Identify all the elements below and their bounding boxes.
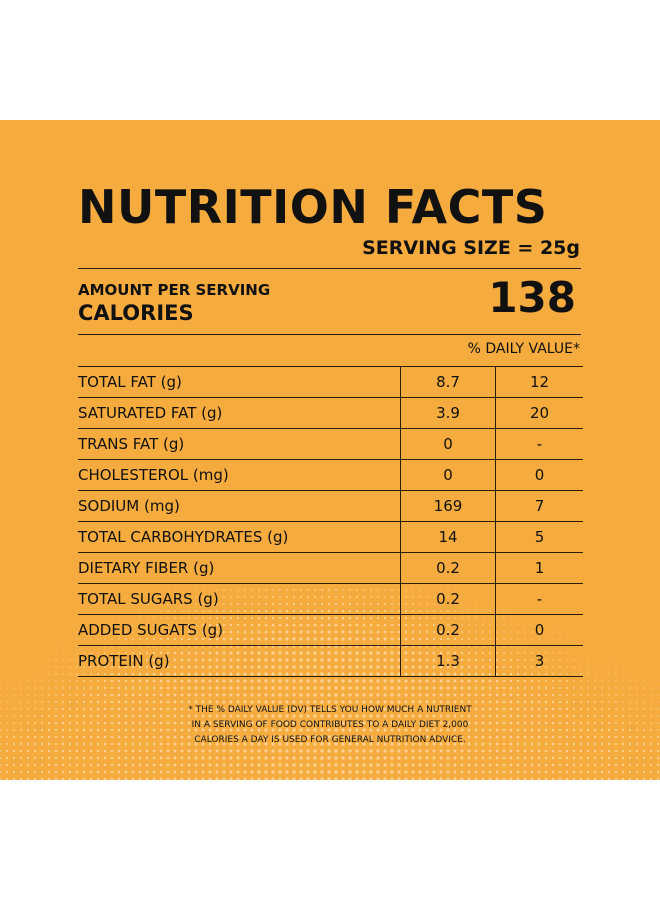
table-row: SATURATED FAT (g) 3.9 20 — [78, 397, 583, 429]
nutrient-amount: 8.7 — [400, 366, 496, 398]
nutrient-amount: 14 — [400, 521, 496, 553]
table-row: TOTAL CARBOHYDRATES (g) 14 5 — [78, 521, 583, 553]
nutrient-amount: 0.2 — [400, 552, 496, 584]
nutrient-name: DIETARY FIBER (g) — [78, 552, 401, 584]
footnote-line: CALORIES A DAY IS USED FOR GENERAL NUTRI… — [194, 735, 466, 745]
amount-per-serving-label: AMOUNT PER SERVING — [78, 281, 271, 299]
table-row: SODIUM (mg) 169 7 — [78, 490, 583, 522]
table-row: ADDED SUGATS (g) 0.2 0 — [78, 614, 583, 646]
daily-value-header: % DAILY VALUE* — [467, 341, 580, 357]
nutrition-panel: NUTRITION FACTS SERVING SIZE = 25g AMOUN… — [0, 120, 660, 780]
nutrient-daily-value: 5 — [495, 521, 583, 553]
nutrient-name: CHOLESTEROL (mg) — [78, 459, 401, 491]
table-row: CHOLESTEROL (mg) 0 0 — [78, 459, 583, 491]
daily-value-footnote: * THE % DAILY VALUE (DV) TELLS YOU HOW M… — [160, 703, 500, 748]
table-row: TRANS FAT (g) 0 - — [78, 428, 583, 460]
nutrient-name: TOTAL SUGARS (g) — [78, 583, 401, 615]
nutrient-amount: 0 — [400, 459, 496, 491]
nutrient-daily-value: 0 — [495, 459, 583, 491]
footnote-line: IN A SERVING OF FOOD CONTRIBUTES TO A DA… — [191, 720, 469, 730]
nutrient-daily-value: 0 — [495, 614, 583, 646]
nutrient-name: TOTAL FAT (g) — [78, 366, 401, 398]
nutrient-amount: 0 — [400, 428, 496, 460]
nutrient-daily-value: 3 — [495, 645, 583, 677]
nutrient-table: TOTAL FAT (g) 8.7 12 SATURATED FAT (g) 3… — [78, 366, 583, 677]
table-row: PROTEIN (g) 1.3 3 — [78, 645, 583, 677]
nutrient-daily-value: 1 — [495, 552, 583, 584]
nutrient-amount: 0.2 — [400, 583, 496, 615]
nutrient-amount: 1.3 — [400, 645, 496, 677]
table-row: TOTAL FAT (g) 8.7 12 — [78, 366, 583, 398]
nutrient-daily-value: - — [495, 428, 583, 460]
page-title: NUTRITION FACTS — [78, 180, 548, 234]
nutrient-daily-value: 7 — [495, 490, 583, 522]
nutrient-name: TOTAL CARBOHYDRATES (g) — [78, 521, 401, 553]
table-row: DIETARY FIBER (g) 0.2 1 — [78, 552, 583, 584]
nutrient-daily-value: - — [495, 583, 583, 615]
nutrient-name: PROTEIN (g) — [78, 645, 401, 677]
calories-value: 138 — [488, 273, 576, 322]
nutrient-daily-value: 20 — [495, 397, 583, 429]
divider-calories — [78, 334, 581, 335]
calories-label: CALORIES — [78, 301, 194, 325]
divider-top — [78, 268, 581, 269]
nutrient-name: SODIUM (mg) — [78, 490, 401, 522]
nutrient-amount: 169 — [400, 490, 496, 522]
nutrient-name: TRANS FAT (g) — [78, 428, 401, 460]
nutrient-name: ADDED SUGATS (g) — [78, 614, 401, 646]
nutrient-name: SATURATED FAT (g) — [78, 397, 401, 429]
nutrient-amount: 0.2 — [400, 614, 496, 646]
nutrient-daily-value: 12 — [495, 366, 583, 398]
footnote-line: * THE % DAILY VALUE (DV) TELLS YOU HOW M… — [188, 705, 472, 715]
serving-size: SERVING SIZE = 25g — [362, 237, 580, 259]
nutrient-amount: 3.9 — [400, 397, 496, 429]
table-row: TOTAL SUGARS (g) 0.2 - — [78, 583, 583, 615]
